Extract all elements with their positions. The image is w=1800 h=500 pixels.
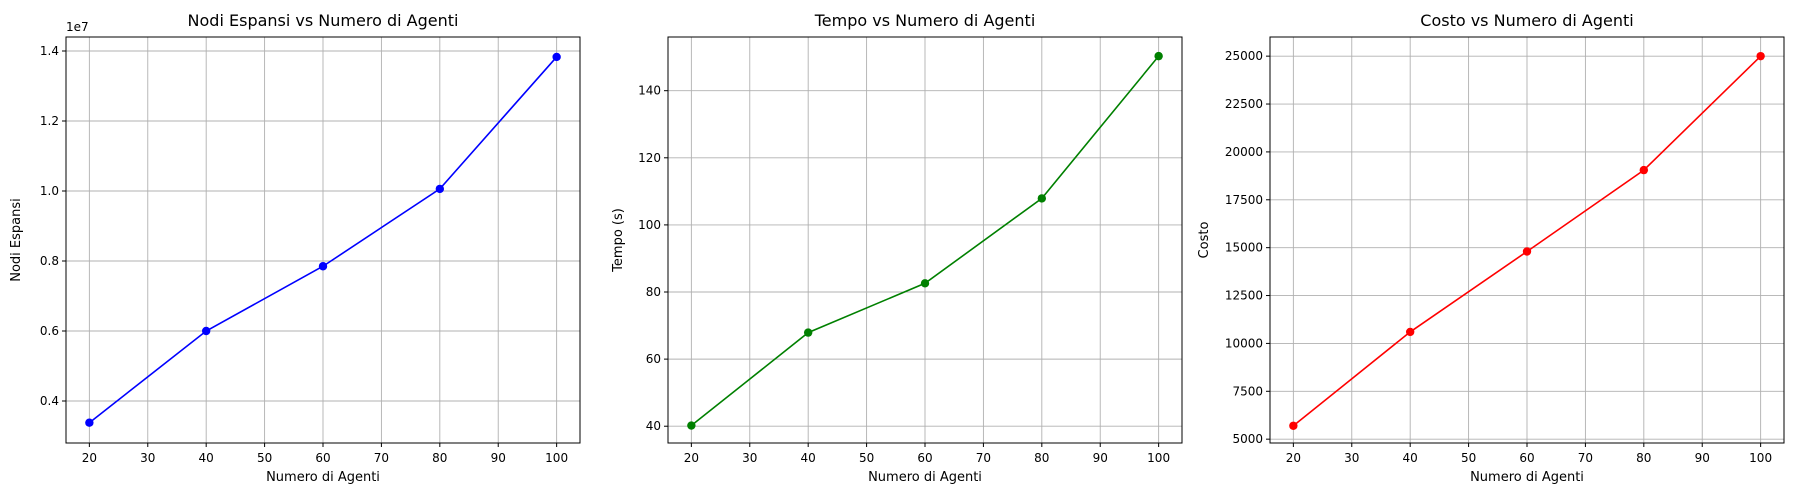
x-tick-label: 60: [315, 451, 330, 465]
y-tick-label: 5000: [1232, 432, 1263, 446]
y-tick-label: 0.8: [40, 254, 59, 268]
data-point: [803, 328, 813, 337]
axes-frame: [667, 36, 1183, 444]
chart-title: Costo vs Numero di Agenti: [1420, 11, 1633, 30]
x-axis-label: Numero di Agenti: [266, 470, 380, 485]
y-tick-label: 0.6: [40, 324, 59, 338]
y-tick-label: 1.0: [40, 184, 59, 198]
y-tick-label: 10000: [1225, 336, 1263, 350]
y-axis-label: Tempo (s): [611, 208, 626, 273]
axes-frame: [65, 36, 581, 444]
y-tick-label: 7500: [1232, 384, 1263, 398]
y-tick-label: 12500: [1225, 289, 1263, 303]
x-tick-label: 50: [859, 451, 874, 465]
x-tick-label: 20: [1286, 451, 1301, 465]
y-tick-label: 40: [646, 419, 661, 433]
data-point: [1154, 51, 1163, 61]
data-point: [435, 184, 445, 194]
x-axis-label: Numero di Agenti: [868, 470, 982, 485]
x-tick-label: 60: [1519, 451, 1534, 465]
data-point: [687, 421, 696, 430]
x-tick-label: 20: [684, 451, 699, 465]
chart-title: Tempo vs Numero di Agenti: [814, 11, 1036, 30]
x-tick-label: 100: [1749, 451, 1772, 465]
y-tick-label: 80: [646, 285, 661, 299]
x-tick-label: 30: [1344, 451, 1359, 465]
x-tick-label: 30: [140, 451, 155, 465]
data-point: [201, 326, 211, 336]
x-tick-label: 90: [1093, 451, 1108, 465]
data-point: [920, 279, 930, 288]
data-point: [1639, 165, 1649, 175]
x-tick-label: 100: [1147, 451, 1170, 465]
y-tick-label: 1.2: [40, 114, 59, 128]
data-point: [1405, 327, 1415, 337]
x-tick-label: 30: [742, 451, 757, 465]
x-tick-label: 40: [801, 451, 816, 465]
costo-chart: Costo vs Numero di Agenti Numero di Agen…: [1197, 11, 1785, 485]
x-tick-label: 60: [917, 451, 932, 465]
x-tick-label: 90: [1695, 451, 1710, 465]
chart-title: Nodi Espansi vs Numero di Agenti: [188, 11, 459, 30]
data-point: [1756, 51, 1765, 61]
x-tick-label: 50: [257, 451, 272, 465]
x-tick-label: 70: [374, 451, 389, 465]
y-axis-label: Nodi Espansi: [9, 198, 24, 282]
axes-frame: [1269, 36, 1785, 444]
y-tick-label: 0.4: [40, 394, 59, 408]
y-tick-label: 22500: [1225, 97, 1263, 111]
y-axis-label: Costo: [1197, 222, 1212, 259]
y-tick-label: 1.4: [40, 44, 59, 58]
x-tick-label: 90: [491, 451, 506, 465]
y-tick-label: 100: [638, 218, 661, 232]
x-tick-label: 50: [1461, 451, 1476, 465]
y-tick-label: 20000: [1225, 145, 1263, 159]
y-tick-label: 120: [638, 151, 661, 165]
x-tick-label: 40: [199, 451, 214, 465]
x-tick-label: 40: [1403, 451, 1418, 465]
y-tick-label: 15000: [1225, 241, 1263, 255]
x-tick-label: 80: [1636, 451, 1651, 465]
y-tick-label: 25000: [1225, 49, 1263, 63]
x-tick-label: 80: [432, 451, 447, 465]
data-point: [552, 52, 561, 62]
x-tick-label: 20: [82, 451, 97, 465]
nodi-espansi-chart: Nodi Espansi vs Numero di Agenti Numero …: [9, 11, 581, 485]
x-tick-label: 70: [976, 451, 991, 465]
y-tick-label: 140: [638, 84, 661, 98]
y-tick-label: 60: [646, 352, 661, 366]
data-point: [1522, 247, 1532, 256]
data-point: [85, 418, 94, 427]
y-offset-label: 1e7: [66, 20, 89, 34]
y-tick-label: 17500: [1225, 193, 1263, 207]
x-axis-label: Numero di Agenti: [1470, 470, 1584, 485]
x-tick-label: 100: [545, 451, 568, 465]
x-tick-label: 80: [1034, 451, 1049, 465]
data-point: [318, 262, 328, 271]
data-point: [1037, 194, 1047, 203]
x-tick-label: 70: [1578, 451, 1593, 465]
tempo-chart: Tempo vs Numero di Agenti Numero di Agen…: [611, 11, 1183, 485]
data-point: [1289, 421, 1298, 430]
